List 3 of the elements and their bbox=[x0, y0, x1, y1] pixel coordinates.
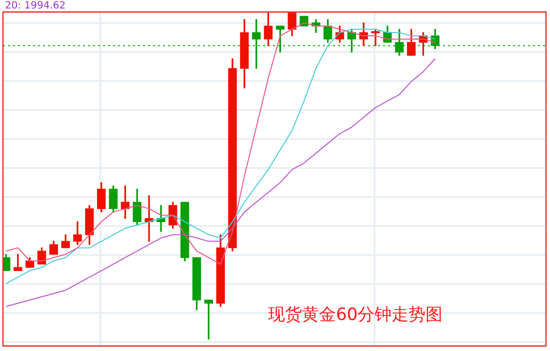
candlestick bbox=[371, 28, 380, 46]
text: 现货黄金60分钟走势图 bbox=[268, 305, 443, 325]
text: 20: 1994.62 bbox=[5, 0, 66, 12]
